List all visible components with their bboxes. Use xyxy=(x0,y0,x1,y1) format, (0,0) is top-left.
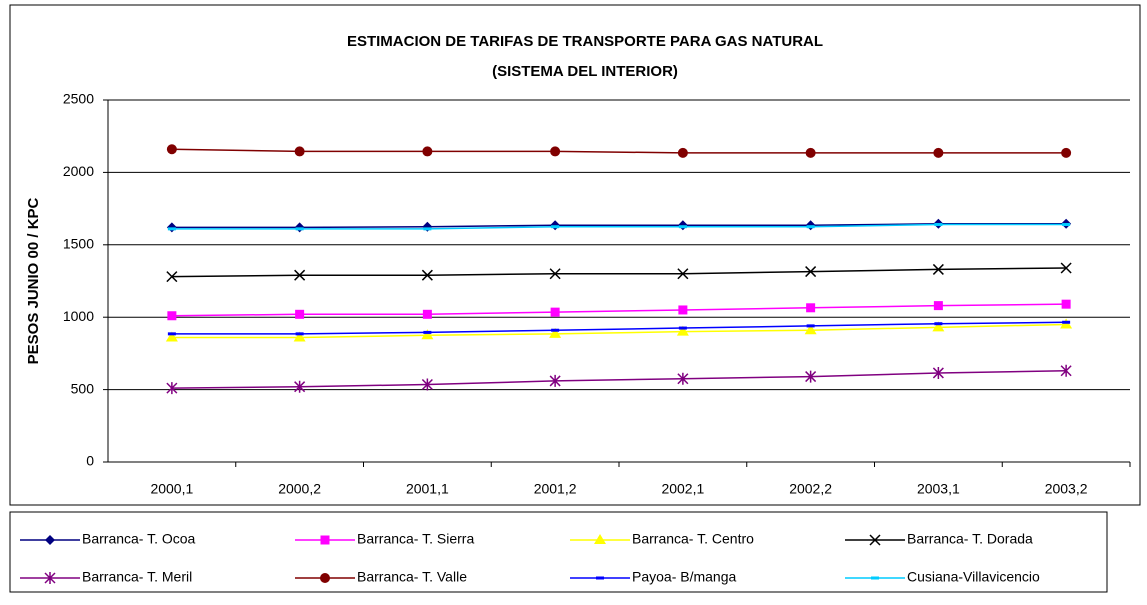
marker xyxy=(1061,299,1071,309)
marker xyxy=(805,370,817,383)
marker xyxy=(549,374,561,387)
marker xyxy=(44,572,56,584)
series-line xyxy=(171,148,1067,154)
legend-label: Barranca- T. Centro xyxy=(632,531,754,547)
marker xyxy=(166,382,178,395)
marker xyxy=(806,303,816,313)
marker xyxy=(932,366,944,379)
legend-label: Cusiana-Villavicencio xyxy=(907,569,1040,585)
legend-label: Barranca- T. Meril xyxy=(82,569,192,585)
chart-title: ESTIMACION DE TARIFAS DE TRANSPORTE PARA… xyxy=(347,33,823,50)
marker xyxy=(933,147,944,158)
marker xyxy=(166,144,177,155)
x-tick-label: 2000,1 xyxy=(150,481,193,497)
marker xyxy=(421,269,433,281)
marker xyxy=(167,311,177,321)
legend xyxy=(9,511,1108,593)
x-tick-label: 2001,2 xyxy=(534,481,577,497)
chart-subtitle: (SISTEMA DEL INTERIOR) xyxy=(492,63,678,80)
marker xyxy=(932,321,945,332)
marker xyxy=(166,271,178,283)
marker xyxy=(550,146,561,157)
marker xyxy=(869,534,881,546)
x-tick-label: 2003,1 xyxy=(917,481,960,497)
marker xyxy=(165,331,178,342)
x-tick-label: 2002,1 xyxy=(661,481,704,497)
marker xyxy=(294,269,306,281)
marker xyxy=(422,146,433,157)
legend-label: Barranca- T. Dorada xyxy=(907,531,1033,547)
y-tick-label: 0 xyxy=(86,453,94,469)
marker xyxy=(933,301,943,311)
marker xyxy=(1060,364,1072,377)
series-line xyxy=(171,303,1067,317)
y-tick-label: 500 xyxy=(71,380,95,396)
marker xyxy=(677,147,688,158)
x-tick-label: 2003,2 xyxy=(1045,481,1088,497)
marker xyxy=(294,380,306,393)
x-tick-label: 2000,2 xyxy=(278,481,321,497)
marker xyxy=(549,268,561,280)
marker xyxy=(932,263,944,275)
marker xyxy=(293,331,306,342)
series-line xyxy=(171,323,1067,339)
y-tick-label: 2000 xyxy=(63,163,94,179)
marker xyxy=(422,309,432,319)
y-tick-label: 2500 xyxy=(63,91,94,107)
marker xyxy=(677,372,689,385)
marker xyxy=(676,325,689,336)
marker xyxy=(805,147,816,158)
marker xyxy=(594,534,606,544)
y-tick-label: 1000 xyxy=(63,308,94,324)
marker xyxy=(805,266,817,278)
series-line xyxy=(171,223,1067,230)
legend-label: Payoa- B/manga xyxy=(632,569,736,585)
chart-frame xyxy=(9,4,1141,506)
marker xyxy=(804,324,817,335)
marker xyxy=(320,535,330,545)
marker xyxy=(294,146,305,157)
legend-label: Barranca- T. Sierra xyxy=(357,531,474,547)
series-line xyxy=(171,370,1067,389)
x-tick-label: 2001,1 xyxy=(406,481,449,497)
marker xyxy=(1060,262,1072,274)
marker xyxy=(549,327,562,338)
marker xyxy=(678,305,688,315)
legend-label: Barranca- T. Ocoa xyxy=(82,531,196,547)
marker xyxy=(45,535,55,545)
marker xyxy=(421,378,433,391)
marker xyxy=(550,307,560,317)
y-tick-label: 1500 xyxy=(63,236,94,252)
marker xyxy=(677,268,689,280)
series-line xyxy=(171,267,1067,278)
legend-label: Barranca- T. Valle xyxy=(357,569,467,585)
x-tick-label: 2002,2 xyxy=(789,481,832,497)
marker xyxy=(1061,147,1072,158)
y-axis-label: PESOS JUNIO 00 / KPC xyxy=(25,197,42,364)
marker xyxy=(320,573,330,583)
marker xyxy=(295,309,305,319)
series-line xyxy=(171,321,1067,335)
marker xyxy=(421,329,434,340)
series-line xyxy=(171,223,1067,229)
